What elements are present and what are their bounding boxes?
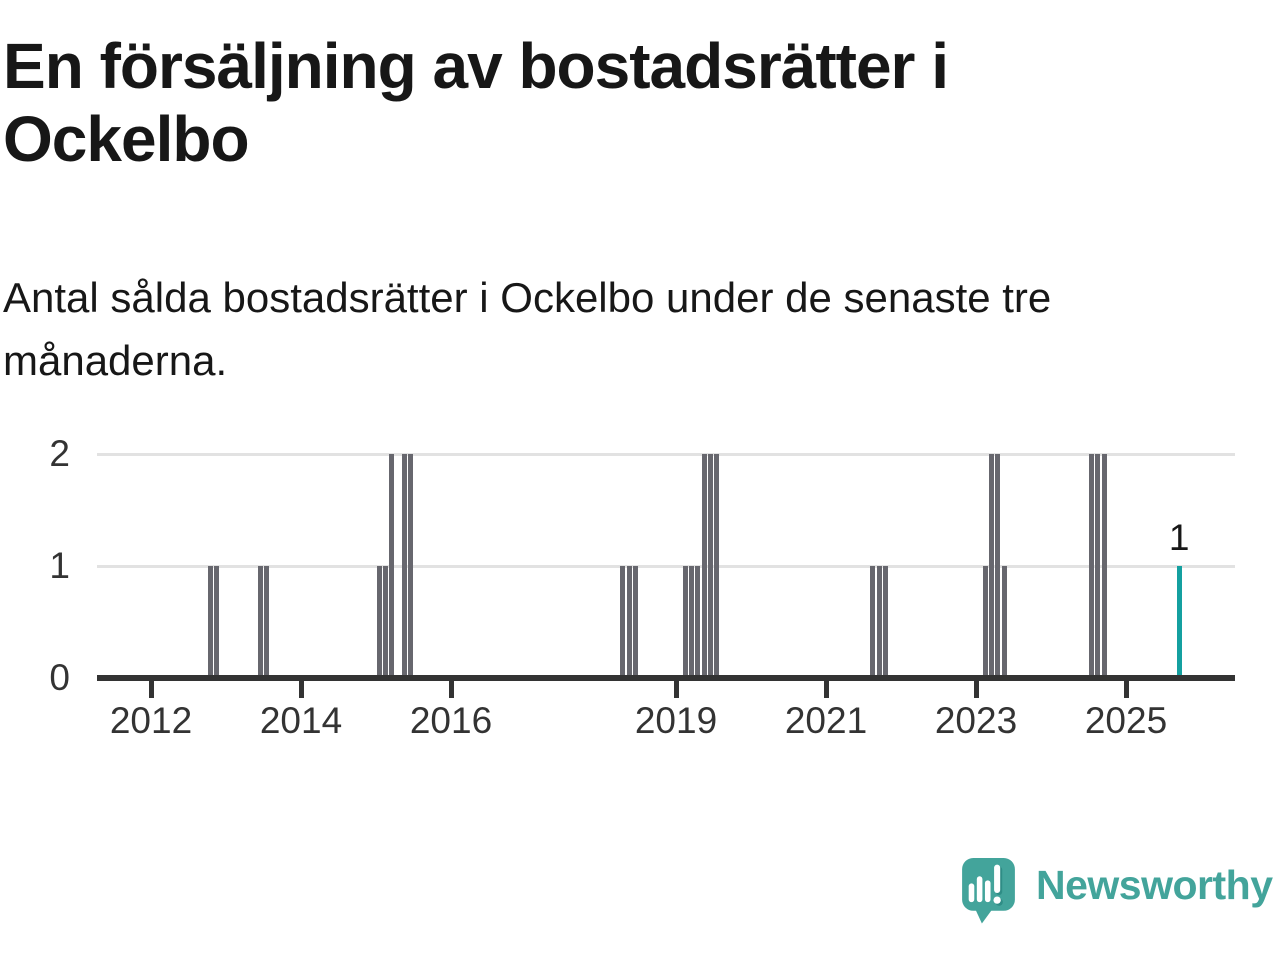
x-axis-tick: [973, 678, 979, 698]
x-axis-line: [97, 674, 1235, 681]
chart-title: En försäljning av bostadsrätter i Ockelbo: [3, 30, 949, 176]
bar-value-label: 1: [1168, 517, 1190, 558]
y-tick-label: 2: [49, 433, 70, 474]
newsworthy-wordmark: Newsworthy: [1036, 862, 1273, 908]
x-axis-tick: [673, 678, 679, 698]
bar: [620, 566, 626, 676]
bar: [995, 454, 1001, 676]
bar: [695, 566, 701, 676]
x-tick-label: 2019: [634, 700, 718, 741]
bar: [626, 566, 632, 676]
bar: [382, 566, 388, 676]
x-tick-label: 2014: [259, 700, 343, 741]
x-tick-label: 2021: [784, 700, 868, 741]
bar: [982, 566, 988, 676]
bar: [207, 566, 213, 676]
bar: [214, 566, 220, 676]
bar: [870, 566, 876, 676]
chart-subtitle-line-1: Antal sålda bostadsrätter i Ockelbo unde…: [3, 274, 1052, 321]
chart-subtitle: Antal sålda bostadsrätter i Ockelbo unde…: [3, 266, 1051, 392]
x-axis-tick: [823, 678, 829, 698]
gridline: [97, 452, 1235, 456]
x-axis-tick: [1123, 678, 1129, 698]
x-tick-label: 2016: [409, 700, 493, 741]
y-tick-label: 1: [49, 545, 70, 586]
bar: [707, 454, 713, 676]
bar: [389, 454, 395, 676]
bar: [376, 566, 382, 676]
bar: [882, 566, 888, 676]
newsworthy-speech-bubble-chart-icon: [962, 858, 1015, 924]
bar: [1095, 454, 1101, 676]
bar: [1089, 454, 1095, 676]
x-axis-tick: [298, 678, 304, 698]
x-axis-tick: [448, 678, 454, 698]
chart-title-line-1: En försäljning av bostadsrätter i: [3, 30, 949, 102]
gridline: [97, 564, 1235, 568]
bar: [632, 566, 638, 676]
x-tick-label: 2025: [1084, 700, 1168, 741]
chart-title-line-2: Ockelbo: [3, 103, 250, 175]
bar: [876, 566, 882, 676]
x-tick-label: 2023: [934, 700, 1018, 741]
chart-subtitle-line-2: månaderna.: [3, 337, 228, 384]
bar: [682, 566, 688, 676]
bar: [1101, 454, 1107, 676]
x-tick-label: 2012: [109, 700, 193, 741]
bar: [989, 454, 995, 676]
bar: [689, 566, 695, 676]
bar: [714, 454, 720, 676]
bar: [401, 454, 407, 676]
x-axis-tick: [148, 678, 154, 698]
bar: [701, 454, 707, 676]
highlight-bar: [1176, 566, 1182, 676]
y-tick-label: 0: [49, 657, 70, 698]
bar: [407, 454, 413, 676]
bar: [1001, 566, 1007, 676]
bar: [264, 566, 270, 676]
bar: [257, 566, 263, 676]
newsworthy-logo: Newsworthy: [962, 858, 1273, 924]
